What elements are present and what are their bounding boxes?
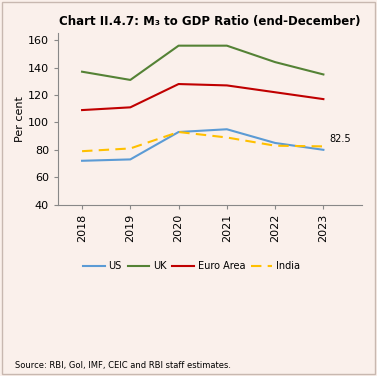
Title: Chart II.4.7: M₃ to GDP Ratio (end-December): Chart II.4.7: M₃ to GDP Ratio (end-Decem… (59, 15, 361, 28)
Text: Source: RBI, GoI, IMF, CEIC and RBI staff estimates.: Source: RBI, GoI, IMF, CEIC and RBI staf… (15, 361, 231, 370)
Y-axis label: Per cent: Per cent (15, 96, 25, 142)
Legend: US, UK, Euro Area, India: US, UK, Euro Area, India (80, 257, 304, 275)
Text: 82.5: 82.5 (329, 134, 351, 144)
